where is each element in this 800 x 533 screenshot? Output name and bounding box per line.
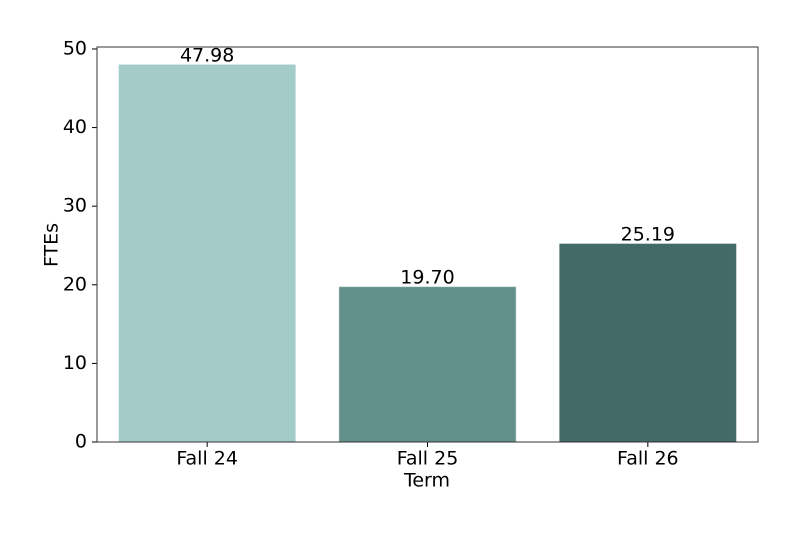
y-tick-label: 10 bbox=[63, 352, 87, 374]
y-tick-label: 20 bbox=[63, 273, 87, 295]
bar bbox=[118, 64, 296, 443]
value-label: 47.98 bbox=[180, 44, 234, 66]
plot-frame bbox=[96, 46, 759, 443]
bar bbox=[559, 243, 737, 443]
y-tick-label: 40 bbox=[63, 116, 87, 138]
y-tick-label: 50 bbox=[63, 37, 87, 59]
x-tick-label: Fall 26 bbox=[617, 448, 679, 470]
value-label: 25.19 bbox=[621, 223, 675, 245]
value-label: 19.70 bbox=[400, 267, 454, 289]
bar bbox=[338, 286, 517, 443]
y-tick-label: 30 bbox=[63, 195, 87, 217]
x-tick-label: Fall 25 bbox=[397, 448, 459, 470]
x-tick-label: Fall 24 bbox=[176, 448, 238, 470]
y-axis-label: FTEs bbox=[41, 223, 63, 267]
x-axis-label: Term bbox=[403, 470, 450, 492]
y-tick-label: 0 bbox=[75, 431, 87, 453]
